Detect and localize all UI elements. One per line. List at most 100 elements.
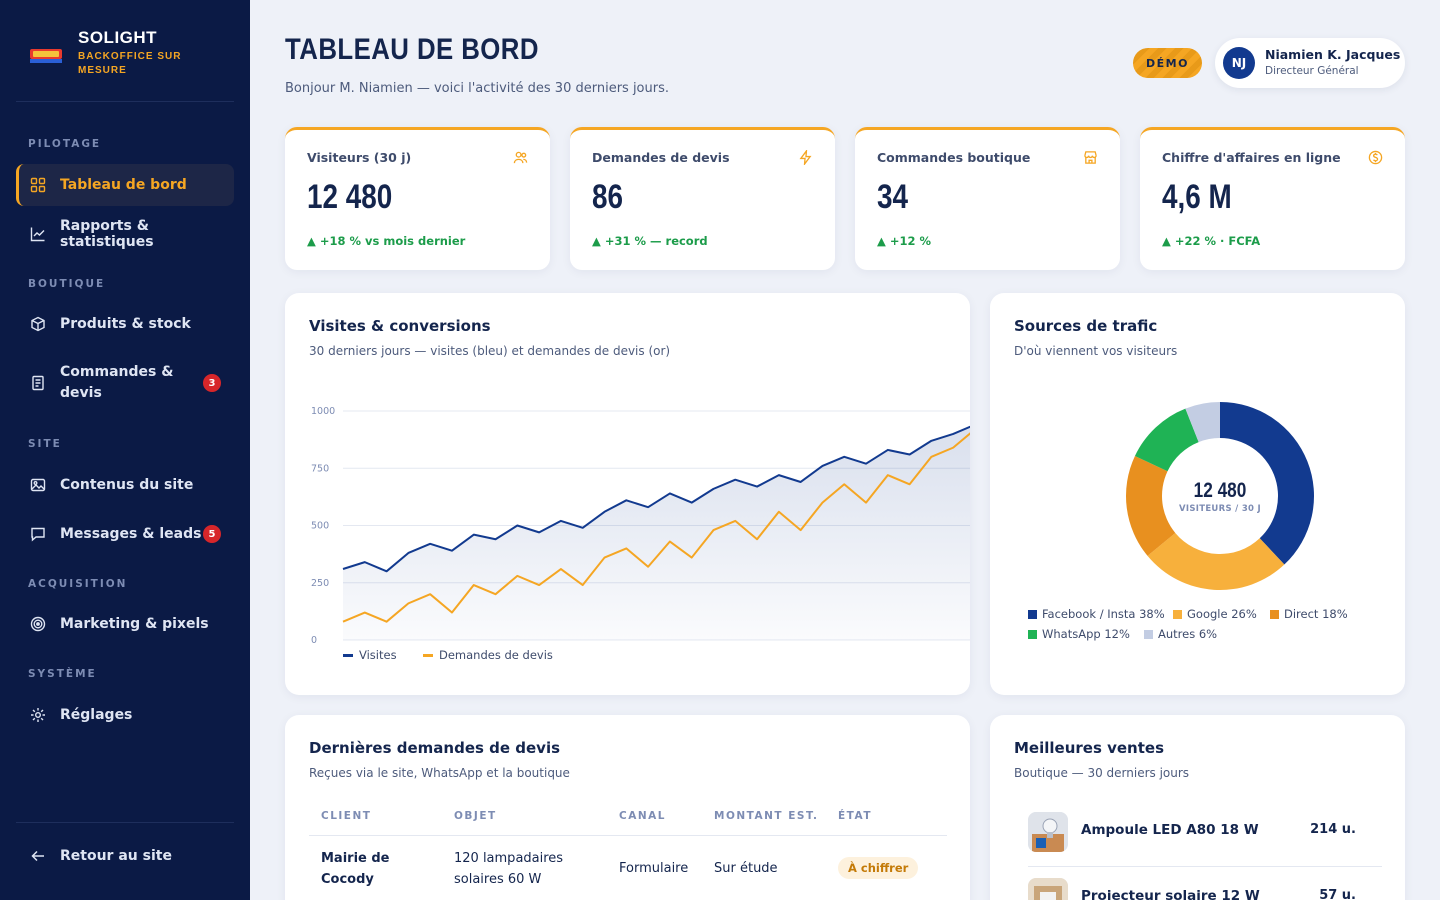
cell-client: Mairie de Cocody — [321, 851, 390, 887]
sidebar: SOLIGHT BACKOFFICE SUR MESURE PILOTAGE T… — [0, 0, 250, 900]
section-label-boutique: BOUTIQUE — [28, 278, 106, 290]
legend-label: Visites — [359, 648, 397, 662]
legend-item-facebook: Facebook / Insta 38% — [1028, 607, 1165, 621]
avatar: NJ — [1223, 47, 1255, 79]
sidebar-item-label: Tableau de bord — [60, 177, 187, 193]
sidebar-item-label: Produits & stock — [60, 316, 191, 332]
y-tick-label: 1000 — [311, 406, 335, 417]
section-label-acquisition: ACQUISITION — [28, 578, 128, 590]
line-chart: 1000 750 500 250 0 — [311, 406, 970, 646]
user-profile[interactable]: NJ Niamien K. Jacques Directeur Général — [1215, 38, 1405, 88]
donut-slice-direct — [1126, 455, 1176, 556]
donut-center-label: VISITEURS / 30 J — [1179, 504, 1261, 514]
column-header-montant[interactable]: MONTANT EST. — [714, 810, 819, 822]
sidebar-item-produits[interactable]: Produits & stock — [16, 303, 234, 345]
user-name: Niamien K. Jacques — [1265, 47, 1401, 62]
page-title: TABLEAU DE BORD — [285, 33, 539, 66]
donut-slice-facebook-insta — [1220, 402, 1314, 565]
list-item[interactable]: Projecteur solaire 12 W 57 u. — [1014, 878, 1382, 900]
product-name: Ampoule LED A80 18 W — [1081, 822, 1259, 838]
cell-object: 120 lampadaires solaires 60 W — [454, 851, 564, 887]
dashboard-icon — [30, 177, 46, 193]
donut-chart — [1126, 402, 1314, 590]
brand-name: SOLIGHT — [78, 28, 158, 47]
receipt-icon — [30, 375, 46, 391]
product-quantity: 57 u. — [1319, 888, 1356, 900]
column-header-client[interactable]: CLIENT — [321, 810, 372, 822]
product-thumbnail — [1028, 812, 1068, 852]
kpi-value: 34 — [877, 178, 909, 216]
visits-chart-panel: Visites & conversions 30 derniers jours … — [285, 293, 970, 695]
kpi-value: 12 480 — [307, 178, 393, 216]
arrow-left-icon — [30, 848, 46, 864]
kpi-card-visitors: Visiteurs (30 j) 12 480 ▲ +18 % vs mois … — [285, 127, 550, 270]
sidebar-item-commandes[interactable]: Commandes & devis 3 — [16, 352, 234, 414]
user-role: Directeur Général — [1265, 65, 1359, 77]
chart-line-icon — [30, 226, 46, 242]
donut-slice-whatsapp — [1134, 408, 1199, 472]
sidebar-item-label: Commandes & devis — [60, 364, 174, 401]
kpi-card-orders: Commandes boutique 34 ▲ +12 % — [855, 127, 1120, 270]
sidebar-item-contenus[interactable]: Contenus du site — [16, 464, 234, 506]
sidebar-item-label: Réglages — [60, 707, 133, 723]
row-divider — [1028, 866, 1382, 867]
brand[interactable]: SOLIGHT BACKOFFICE SUR MESURE — [30, 28, 198, 78]
sidebar-item-tableau-de-bord[interactable]: Tableau de bord — [16, 164, 234, 206]
panel-subtitle: Reçues via le site, WhatsApp et la bouti… — [309, 766, 570, 780]
kpi-value: 86 — [592, 178, 624, 216]
bolt-icon — [799, 150, 812, 165]
cell-amount: Sur étude — [714, 861, 778, 876]
legend-item-google: Google 26% — [1173, 607, 1257, 621]
message-icon — [30, 526, 46, 542]
sidebar-item-label: Contenus du site — [60, 477, 194, 493]
y-tick-label: 0 — [311, 635, 317, 646]
list-item[interactable]: Ampoule LED A80 18 W 214 u. — [1014, 812, 1382, 870]
kpi-delta: ▲ +22 % · FCFA — [1162, 234, 1261, 248]
notification-badge: 5 — [203, 525, 221, 543]
sidebar-item-messages[interactable]: Messages & leads 5 — [16, 513, 234, 555]
box-icon — [30, 316, 46, 332]
image-icon — [30, 477, 46, 493]
sidebar-item-reglages[interactable]: Réglages — [16, 694, 234, 736]
panel-title: Visites & conversions — [309, 317, 491, 335]
section-label-systeme: SYSTÈME — [28, 668, 97, 680]
legend-item-visites: Visites — [343, 648, 397, 662]
gear-icon — [30, 707, 46, 723]
kpi-card-quotes: Demandes de devis 86 ▲ +31 % — record — [570, 127, 835, 270]
kpi-delta: ▲ +12 % — [877, 234, 932, 248]
section-label-pilotage: PILOTAGE — [28, 138, 102, 150]
notification-badge: 3 — [203, 374, 221, 392]
coin-icon — [1368, 150, 1383, 165]
demo-badge: DÉMO — [1133, 48, 1202, 78]
cell-channel: Formulaire — [619, 861, 689, 876]
kpi-delta: ▲ +18 % vs mois dernier — [307, 234, 466, 248]
sidebar-item-label: Rapports & statistiques — [60, 218, 154, 250]
sidebar-item-rapports[interactable]: Rapports & statistiques — [16, 213, 234, 255]
brand-subtitle: BACKOFFICE SUR MESURE — [78, 51, 182, 76]
column-header-objet[interactable]: OBJET — [454, 810, 497, 822]
table-divider — [309, 835, 947, 836]
section-label-site: SITE — [28, 438, 62, 450]
kpi-label: Chiffre d'affaires en ligne — [1162, 150, 1341, 165]
kpi-label: Commandes boutique — [877, 150, 1031, 165]
sidebar-item-label: Marketing & pixels — [60, 616, 209, 632]
sidebar-item-marketing[interactable]: Marketing & pixels — [16, 603, 234, 645]
best-sellers-panel: Meilleures ventes Boutique — 30 derniers… — [990, 715, 1405, 900]
store-icon — [1084, 151, 1097, 164]
column-header-etat[interactable]: ÉTAT — [838, 810, 872, 822]
back-to-site-label: Retour au site — [60, 848, 172, 864]
back-to-site-link[interactable]: Retour au site — [16, 835, 234, 877]
panel-title: Sources de trafic — [1014, 317, 1158, 335]
legend-swatch — [343, 653, 353, 657]
product-thumbnail — [1028, 878, 1068, 900]
column-header-canal[interactable]: CANAL — [619, 810, 666, 822]
product-name: Projecteur solaire 12 W — [1081, 888, 1260, 900]
legend-swatch — [423, 653, 433, 657]
product-quantity: 214 u. — [1310, 822, 1356, 837]
visits-area — [343, 426, 970, 640]
quotes-panel: Dernières demandes de devis Reçues via l… — [285, 715, 970, 900]
donut-center-value: 12 480 — [1193, 479, 1247, 502]
kpi-delta: ▲ +31 % — record — [592, 234, 708, 248]
legend-label: Demandes de devis — [439, 648, 553, 662]
kpi-label: Demandes de devis — [592, 150, 730, 165]
